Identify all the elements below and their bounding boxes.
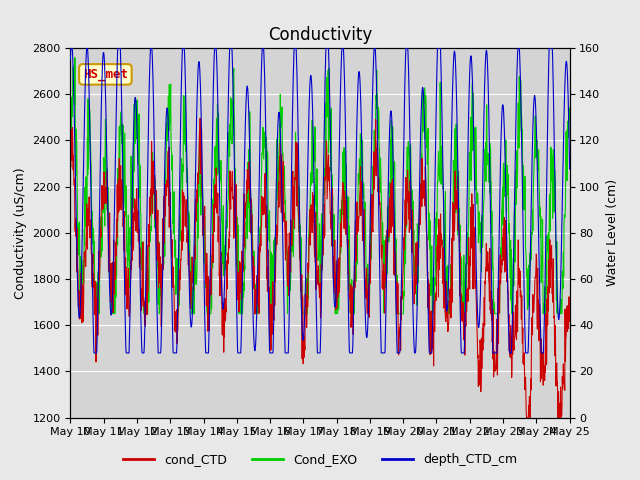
Text: HS_met: HS_met <box>83 68 128 81</box>
Y-axis label: Conductivity (uS/cm): Conductivity (uS/cm) <box>14 167 27 299</box>
Y-axis label: Water Level (cm): Water Level (cm) <box>606 179 619 287</box>
Title: Conductivity: Conductivity <box>268 25 372 44</box>
Legend: cond_CTD, Cond_EXO, depth_CTD_cm: cond_CTD, Cond_EXO, depth_CTD_cm <box>118 448 522 471</box>
